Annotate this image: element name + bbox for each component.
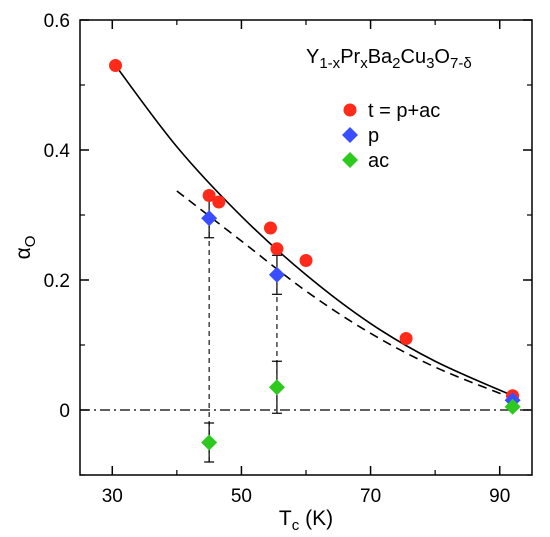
point-p	[201, 210, 218, 227]
x-axis-label-main: T	[279, 507, 292, 530]
point-t-p-ac	[202, 189, 216, 202]
formula-text: Ba	[368, 46, 393, 68]
axis-ticks	[80, 19, 532, 476]
point-p	[268, 266, 285, 283]
formula-text: O	[434, 46, 450, 68]
y-axis-label-sub: O	[22, 236, 39, 248]
fit-curve-dashed	[176, 190, 513, 400]
plot-frame	[79, 19, 533, 476]
legend-label: t = p+ac	[368, 100, 440, 122]
formula-text: Cu	[401, 46, 427, 68]
formula-text: Y	[306, 46, 319, 68]
y-axis-label-main: α	[12, 247, 35, 259]
error-bars	[204, 198, 282, 463]
formula-annotation: Y1-xPrxBa2Cu3O7-δ	[306, 46, 472, 72]
tick-labels: 30 50 70 90 0 0.2 0.4 0.6	[44, 11, 511, 507]
x-axis-label-sub: c	[292, 517, 300, 534]
x-tick-label: 70	[360, 486, 381, 507]
point-ac	[504, 398, 521, 415]
legend-marker	[342, 127, 358, 143]
x-axis-label-unit: (K)	[299, 507, 333, 530]
formula-subscript: 2	[392, 55, 400, 72]
point-t-p-ac	[399, 332, 413, 345]
point-t-p-ac	[270, 242, 284, 256]
formula-text: Pr	[340, 46, 360, 68]
y-axis-label: αO	[12, 236, 39, 260]
point-t-p-ac	[109, 59, 123, 72]
point-ac	[201, 434, 218, 451]
formula-subscript: 1-x	[319, 55, 340, 72]
formula-subscript: 7-δ	[450, 55, 472, 72]
fit-curves	[114, 65, 513, 400]
point-t-p-ac	[263, 221, 277, 235]
x-tick-label: 30	[102, 486, 123, 507]
legend-label: ac	[368, 150, 389, 172]
legend-marker	[342, 152, 358, 168]
legend-marker	[343, 103, 357, 117]
x-axis-label: Tc (K)	[279, 507, 333, 534]
point-t-p-ac	[299, 254, 313, 267]
point-t-p-ac	[212, 195, 226, 209]
formula-subscript: 3	[426, 55, 434, 72]
data-points	[109, 59, 521, 451]
point-ac	[268, 379, 285, 396]
y-tick-label: 0.2	[44, 271, 70, 292]
y-tick-label: 0	[59, 401, 70, 422]
y-tick-label: 0.4	[44, 141, 71, 162]
y-tick-label: 0.6	[44, 11, 70, 32]
x-tick-label: 50	[231, 486, 252, 507]
x-tick-label: 90	[489, 486, 510, 507]
formula-subscript: x	[360, 55, 368, 72]
legend: t = p+ac p ac	[342, 100, 440, 172]
fit-curve-solid	[114, 65, 513, 397]
legend-label: p	[368, 125, 379, 147]
